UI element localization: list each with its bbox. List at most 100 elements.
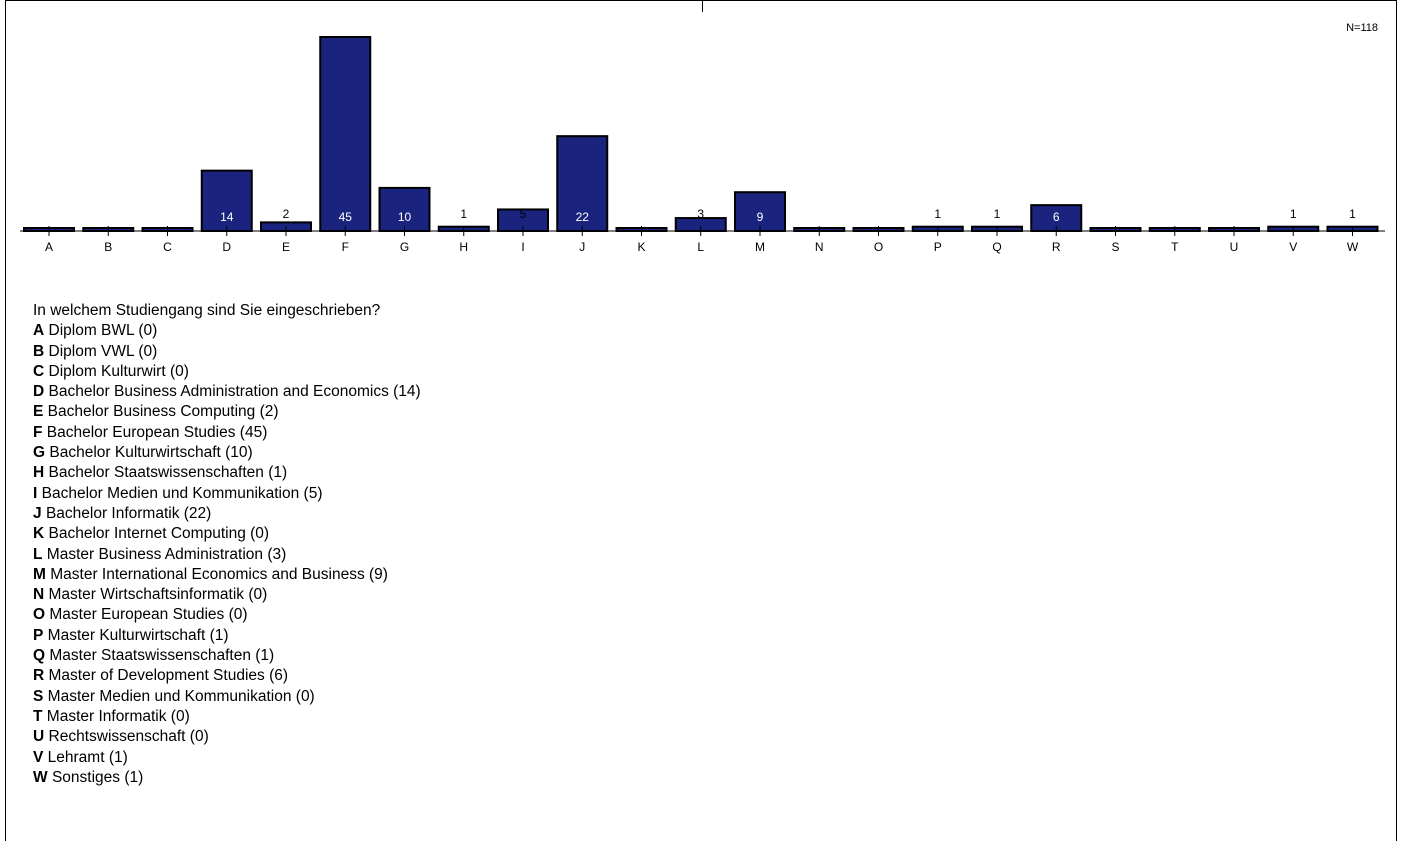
legend-text: Diplom VWL (0) — [48, 342, 158, 360]
legend-letter: J — [33, 504, 42, 522]
legend-item-t: T Master Informatik (0) — [33, 707, 421, 727]
bar-d — [200, 169, 253, 232]
legend-letter: T — [33, 707, 43, 725]
legend-item-i: I Bachelor Medien und Kommunikation (5) — [33, 484, 421, 504]
data-label-m: 9 — [757, 210, 764, 224]
legend-item-m: M Master International Economics and Bus… — [33, 565, 421, 585]
legend-item-l: L Master Business Administration (3) — [33, 545, 421, 565]
legend-item-h: H Bachelor Staatswissenschaften (1) — [33, 463, 421, 483]
data-label-l: 3 — [697, 207, 704, 221]
legend-item-a: A Diplom BWL (0) — [33, 321, 421, 341]
legend-letter: F — [33, 423, 43, 441]
tick-label-i: I — [521, 240, 524, 254]
legend-letter: E — [33, 403, 44, 421]
legend-letter: I — [33, 484, 38, 502]
legend-letter: M — [33, 565, 46, 583]
legend-letter: U — [33, 728, 45, 746]
tick-label-f: F — [342, 240, 349, 254]
legend-text: Bachelor European Studies (45) — [46, 423, 268, 441]
legend-text: Master Kulturwirtschaft (1) — [47, 626, 229, 644]
data-label-q: 1 — [994, 207, 1001, 221]
sample-size-label: N=118 — [1346, 22, 1378, 34]
tick-label-k: K — [637, 240, 645, 254]
legend-text: Bachelor Internet Computing (0) — [48, 525, 270, 543]
legend-text: Diplom Kulturwirt (0) — [48, 362, 189, 380]
legend-text: Master European Studies (0) — [49, 606, 248, 624]
legend-text: Master Wirtschaftsinformatik (0) — [48, 586, 268, 604]
data-label-i: 5 — [520, 207, 527, 221]
legend-item-n: N Master Wirtschaftsinformatik (0) — [33, 585, 421, 605]
tick-label-u: U — [1230, 240, 1239, 254]
legend-text: Master Medien und Kommunikation (0) — [47, 687, 315, 705]
data-label-v: 1 — [1290, 207, 1297, 221]
tick-label-e: E — [282, 240, 290, 254]
legend-item-u: U Rechtswissenschaft (0) — [33, 727, 421, 747]
bar-m — [734, 191, 786, 232]
legend-letter: G — [33, 444, 46, 462]
tick-label-t: T — [1171, 240, 1179, 254]
tick-label-p: P — [934, 240, 942, 254]
tick-label-o: O — [874, 240, 883, 254]
legend-letter: B — [33, 342, 45, 360]
legend-letter: W — [33, 768, 48, 786]
bar-j — [556, 135, 609, 232]
legend-item-j: J Bachelor Informatik (22) — [33, 504, 421, 524]
top-marker — [702, 0, 703, 12]
bar-f — [319, 36, 372, 232]
tick-label-j: J — [579, 240, 585, 254]
data-label-r: 6 — [1053, 210, 1060, 224]
legend-item-v: V Lehramt (1) — [33, 748, 421, 768]
legend-items: A Diplom BWL (0) B Diplom VWL (0) C Diplom… — [33, 321, 421, 788]
tick-label-l: L — [697, 240, 704, 254]
legend-letter: Q — [33, 647, 46, 665]
chart-frame — [5, 0, 1397, 841]
legend-item-r: R Master of Development Studies (6) — [33, 666, 421, 686]
data-label-h: 1 — [460, 207, 467, 221]
bar-chart: A B C D 14 E 2 F 45 G 10 H 1 I 5 J 22 K L 3 M 9 N O P 1 Q 1 R 6 S T U V 1 W… — [20, 36, 1385, 254]
tick-label-w: W — [1347, 240, 1359, 254]
legend-item-d: D Bachelor Business Administration and E… — [33, 382, 421, 402]
legend-item-g: G Bachelor Kulturwirtschaft (10) — [33, 443, 421, 463]
legend-item-f: F Bachelor European Studies (45) — [33, 423, 421, 443]
legend-letter: C — [33, 362, 45, 380]
data-label-d: 14 — [220, 210, 234, 224]
legend-text: Master of Development Studies (6) — [48, 667, 289, 685]
legend-text: Diplom BWL (0) — [48, 322, 158, 340]
legend-letter: V — [33, 748, 44, 766]
legend-letter: K — [33, 525, 45, 543]
legend-text: Master Staatswissenschaften (1) — [49, 647, 275, 665]
legend-text: Bachelor Kulturwirtschaft (10) — [49, 444, 253, 462]
legend-item-b: B Diplom VWL (0) — [33, 342, 421, 362]
legend-item-k: K Bachelor Internet Computing (0) — [33, 524, 421, 544]
legend-text: Bachelor Business Computing (2) — [47, 403, 279, 421]
legend-item-s: S Master Medien und Kommunikation (0) — [33, 687, 421, 707]
legend-text: Lehramt (1) — [47, 748, 128, 766]
legend-letter: R — [33, 667, 45, 685]
legend-letter: A — [33, 322, 45, 340]
legend-text: Bachelor Medien und Kommunikation (5) — [41, 484, 323, 502]
legend-letter: H — [33, 464, 45, 482]
legend-item-e: E Bachelor Business Computing (2) — [33, 402, 421, 422]
question-text: In welchem Studiengang sind Sie eingesch… — [33, 302, 381, 319]
legend-text: Rechtswissenschaft (0) — [48, 728, 209, 746]
legend-text: Master Informatik (0) — [46, 707, 190, 725]
legend-letter: L — [33, 545, 43, 563]
legend-item-w: W Sonstiges (1) — [33, 768, 421, 788]
tick-label-g: G — [400, 240, 409, 254]
legend-text: Master International Economics and Busin… — [50, 565, 388, 583]
tick-label-n: N — [815, 240, 824, 254]
legend-item-c: C Diplom Kulturwirt (0) — [33, 362, 421, 382]
legend-letter: P — [33, 626, 44, 644]
data-label-p: 1 — [934, 207, 941, 221]
legend-item-p: P Master Kulturwirtschaft (1) — [33, 626, 421, 646]
tick-label-d: D — [222, 240, 231, 254]
tick-label-r: R — [1052, 240, 1061, 254]
legend-letter: D — [33, 383, 45, 401]
data-label-w: 1 — [1349, 207, 1356, 221]
tick-label-a: A — [45, 240, 53, 254]
data-label-g: 10 — [398, 210, 412, 224]
legend-letter: S — [33, 687, 44, 705]
legend-text: Bachelor Informatik (22) — [45, 504, 212, 522]
legend-text: Master Business Administration (3) — [46, 545, 287, 563]
legend-item-o: O Master European Studies (0) — [33, 605, 421, 625]
